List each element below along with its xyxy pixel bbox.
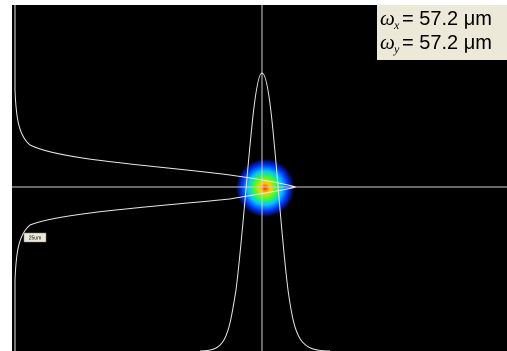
readout-symbol: ω: [380, 30, 395, 54]
readout-value: = 57.2 μm: [402, 32, 492, 54]
page: 25um ωx= 57.2 μmωy= 57.2 μm (() => { con…: [0, 0, 507, 351]
readout-subscript: y: [393, 42, 400, 56]
readout-symbol: ω: [380, 6, 395, 30]
beam-profiler-view: 25um ωx= 57.2 μmωy= 57.2 μm: [0, 0, 507, 351]
readout-value: = 57.2 μm: [402, 8, 492, 30]
scale-label: 25um: [29, 236, 42, 242]
